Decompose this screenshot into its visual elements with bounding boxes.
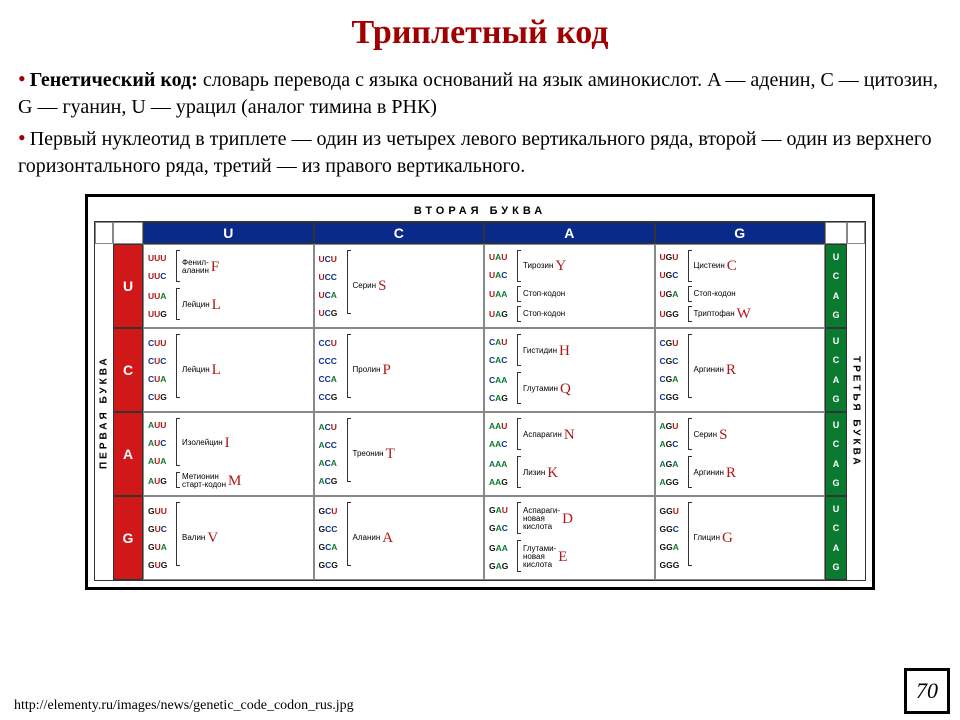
col-header: G — [655, 222, 826, 244]
row-header: A — [113, 412, 143, 496]
codon-cell: CGUCGCCGACGGАргининR — [655, 328, 826, 412]
page-number: 70 — [904, 668, 950, 714]
codon-cell: GGUGGCGGAGGGГлицинG — [655, 496, 826, 580]
codon-cell: CAUCACГистидинHCAACAGГлутаминQ — [484, 328, 655, 412]
col-header: C — [314, 222, 485, 244]
third-position-column: UCAG — [825, 244, 847, 328]
codon-cell: GUUGUCGUAGUGВалинV — [143, 496, 314, 580]
codon-cell: ACUACCACAACGТреонинT — [314, 412, 485, 496]
left-axis-label: ПЕРВАЯ БУКВА — [95, 244, 113, 580]
codon-cell: GCUGCCGCAGCGАланинA — [314, 496, 485, 580]
codon-cell: UAUUACТирозинYUAAСтоп-кодонUAGСтоп-кодон — [484, 244, 655, 328]
codon-cell: CCUCCCCCACCGПролинP — [314, 328, 485, 412]
source-url: http://elementy.ru/images/news/genetic_c… — [14, 698, 354, 714]
third-position-column: UCAG — [825, 496, 847, 580]
right-axis-label: ТРЕТЬЯ БУКВА — [847, 244, 865, 580]
codon-cell: AUUAUCAUAИзолейцинIAUGМетионинстарт-кодо… — [143, 412, 314, 496]
intro-bold: Генетический код: — [30, 69, 198, 91]
intro-text: Генетический код: словарь перевода с язы… — [0, 64, 960, 180]
codon-cell: UGUUGCЦистеинCUGAСтоп-кодонUGGТриптофанW — [655, 244, 826, 328]
top-axis-label: ВТОРАЯ БУКВА — [94, 203, 866, 221]
third-position-column: UCAG — [825, 412, 847, 496]
row-header: C — [113, 328, 143, 412]
page-title: Триплетный код — [0, 0, 960, 62]
row-header: U — [113, 244, 143, 328]
codon-cell: UCUUCCUCAUCGСеринS — [314, 244, 485, 328]
intro-p2: Первый нуклеотид в триплете — один из че… — [18, 128, 932, 177]
codon-cell: AGUAGCСеринSAGAAGGАргининR — [655, 412, 826, 496]
codon-table: ВТОРАЯ БУКВА UCAGПЕРВАЯ БУКВАТРЕТЬЯ БУКВ… — [85, 194, 875, 590]
codon-cell: GAUGACАспараги-новаякислотаDGAAGAGГлутам… — [484, 496, 655, 580]
codon-cell: UUUUUCФенил-аланинFUUAUUGЛейцинL — [143, 244, 314, 328]
row-header: G — [113, 496, 143, 580]
codon-cell: CUUCUCCUACUGЛейцинL — [143, 328, 314, 412]
codon-cell: AAUAACАспарагинNAAAAAGЛизинK — [484, 412, 655, 496]
col-header: A — [484, 222, 655, 244]
col-header: U — [143, 222, 314, 244]
third-position-column: UCAG — [825, 328, 847, 412]
